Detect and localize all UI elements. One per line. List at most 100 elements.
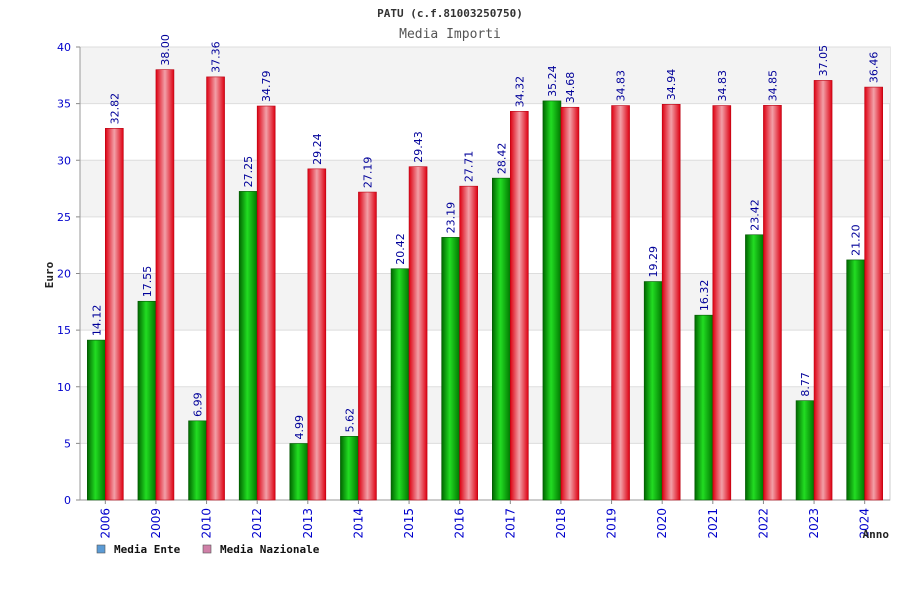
bar-media-ente-2024 [846,259,865,501]
bar-media-nazionale-2010 [206,76,225,501]
data-label-media-ente-2018: 35.24 [546,65,559,97]
x-axis-ticks: 2006 2009 2010 2012 2013 2014 2015 2016 2017 2018… [98,500,872,539]
x-tick-label-2021: 2021 [706,508,720,539]
data-label-media-ente-2016: 23.19 [445,202,458,234]
data-label-media-nazionale-2013: 29.24 [311,133,324,165]
legend-swatch-media-ente [96,544,106,554]
data-label-media-nazionale-2021: 34.83 [716,70,729,102]
data-label-media-ente-2017: 28.42 [495,143,508,175]
bar-media-nazionale-2017 [510,111,529,501]
data-label-media-ente-2014: 5.62 [343,408,356,433]
bar-media-nazionale-2009 [155,69,175,501]
bar-media-nazionale-2013 [307,168,327,501]
bar-media-ente-2010 [188,420,207,501]
x-tick-label-2022: 2022 [756,508,770,539]
x-tick-label-2014: 2014 [351,508,365,539]
data-label-media-nazionale-2018: 34.68 [564,72,577,104]
bar-media-ente-2016 [441,237,460,501]
x-tick-label-2018: 2018 [554,508,568,539]
data-label-media-nazionale-2009: 38.00 [159,34,172,66]
y-tick-label: 30 [57,154,71,167]
data-label-media-ente-2021: 16.32 [698,280,711,312]
x-axis-label: Anno [863,528,890,541]
legend-label-media-nazionale: Media Nazionale [220,543,320,556]
data-label-media-ente-2022: 23.42 [748,199,761,231]
x-tick-label-2020: 2020 [655,508,669,539]
data-label-media-nazionale-2014: 27.19 [361,157,374,189]
data-label-media-nazionale-2022: 34.85 [766,70,779,102]
bar-media-ente-2018 [542,100,562,501]
data-label-media-nazionale-2015: 29.43 [412,131,425,163]
legend: Media Ente Media Nazionale [96,543,320,556]
y-tick-label: 35 [57,98,71,111]
bar-media-nazionale-2016 [459,185,478,501]
y-tick-label: 15 [57,324,71,337]
bar-media-nazionale-2006 [105,128,124,501]
x-tick-label-2016: 2016 [453,508,467,539]
y-tick-label: 40 [57,41,71,54]
chart-title: PATU (c.f.81003250750) [377,7,523,20]
data-label-media-nazionale-2020: 34.94 [665,69,678,101]
data-label-media-ente-2013: 4.99 [293,415,306,440]
data-label-media-ente-2020: 19.29 [647,246,660,278]
bar-media-ente-2009 [137,300,157,501]
y-tick-label: 10 [57,381,71,394]
bar-media-ente-2013 [289,443,309,501]
data-label-media-nazionale-2017: 34.32 [513,76,526,108]
bar-media-ente-2006 [87,339,106,501]
x-tick-label-2010: 2010 [200,508,214,539]
legend-label-media-ente: Media Ente [114,543,181,556]
y-tick-label: 0 [64,494,71,507]
x-tick-label-2015: 2015 [402,508,416,539]
bars [87,69,883,501]
bar-media-nazionale-2020 [661,104,681,501]
y-tick-label: 20 [57,268,71,281]
data-label-media-nazionale-2012: 34.79 [260,71,273,103]
data-label-media-nazionale-2016: 27.71 [463,151,476,183]
bar-media-ente-2014 [340,436,359,501]
bar-media-nazionale-2012 [256,105,276,501]
legend-swatch-media-nazionale [202,544,212,554]
x-tick-label-2023: 2023 [807,508,821,539]
data-label-media-ente-2024: 21.20 [850,224,863,256]
data-label-media-ente-2015: 20.42 [394,233,407,265]
bar-media-ente-2015 [390,268,410,501]
bar-media-nazionale-2018 [560,106,580,501]
bar-media-nazionale-2021 [712,105,732,501]
x-tick-label-2024: 2024 [858,508,872,539]
data-label-media-ente-2006: 14.12 [90,305,103,337]
data-label-media-ente-2023: 8.77 [799,372,812,397]
bar-media-ente-2020 [643,281,663,501]
bar-media-ente-2022 [745,234,764,501]
data-label-media-nazionale-2023: 37.05 [817,45,830,77]
x-tick-label-2019: 2019 [605,508,619,539]
data-label-media-nazionale-2006: 32.82 [108,93,121,125]
x-tick-label-2009: 2009 [149,508,163,539]
bar-media-nazionale-2014 [358,191,377,501]
bar-media-nazionale-2015 [408,166,428,501]
data-labels: 14.12 32.82 17.55 38.00 6.99 37.36 27.25 34.79 4… [90,34,880,439]
data-label-media-nazionale-2010: 37.36 [210,41,223,73]
bar-media-ente-2023 [795,400,815,501]
bar-media-ente-2017 [492,177,511,501]
bar-media-nazionale-2023 [813,80,833,501]
y-axis-label: Euro [43,261,56,288]
bar-media-ente-2021 [694,314,714,501]
bar-media-nazionale-2019 [611,105,630,501]
data-label-media-ente-2010: 6.99 [192,392,205,417]
x-tick-label-2017: 2017 [503,508,517,539]
y-tick-label: 25 [57,211,71,224]
data-label-media-ente-2009: 17.55 [141,266,154,298]
x-tick-label-2006: 2006 [98,508,112,539]
x-tick-label-2012: 2012 [250,508,264,539]
data-label-media-nazionale-2024: 36.46 [868,52,881,84]
bar-media-nazionale-2024 [864,86,883,501]
bar-media-ente-2012 [238,191,258,501]
data-label-media-ente-2012: 27.25 [242,156,255,188]
y-tick-label: 5 [64,437,71,450]
bar-media-nazionale-2022 [763,105,782,501]
data-label-media-nazionale-2019: 34.83 [615,70,628,102]
chart-subtitle: Media Importi [399,27,501,42]
x-tick-label-2013: 2013 [301,508,315,539]
